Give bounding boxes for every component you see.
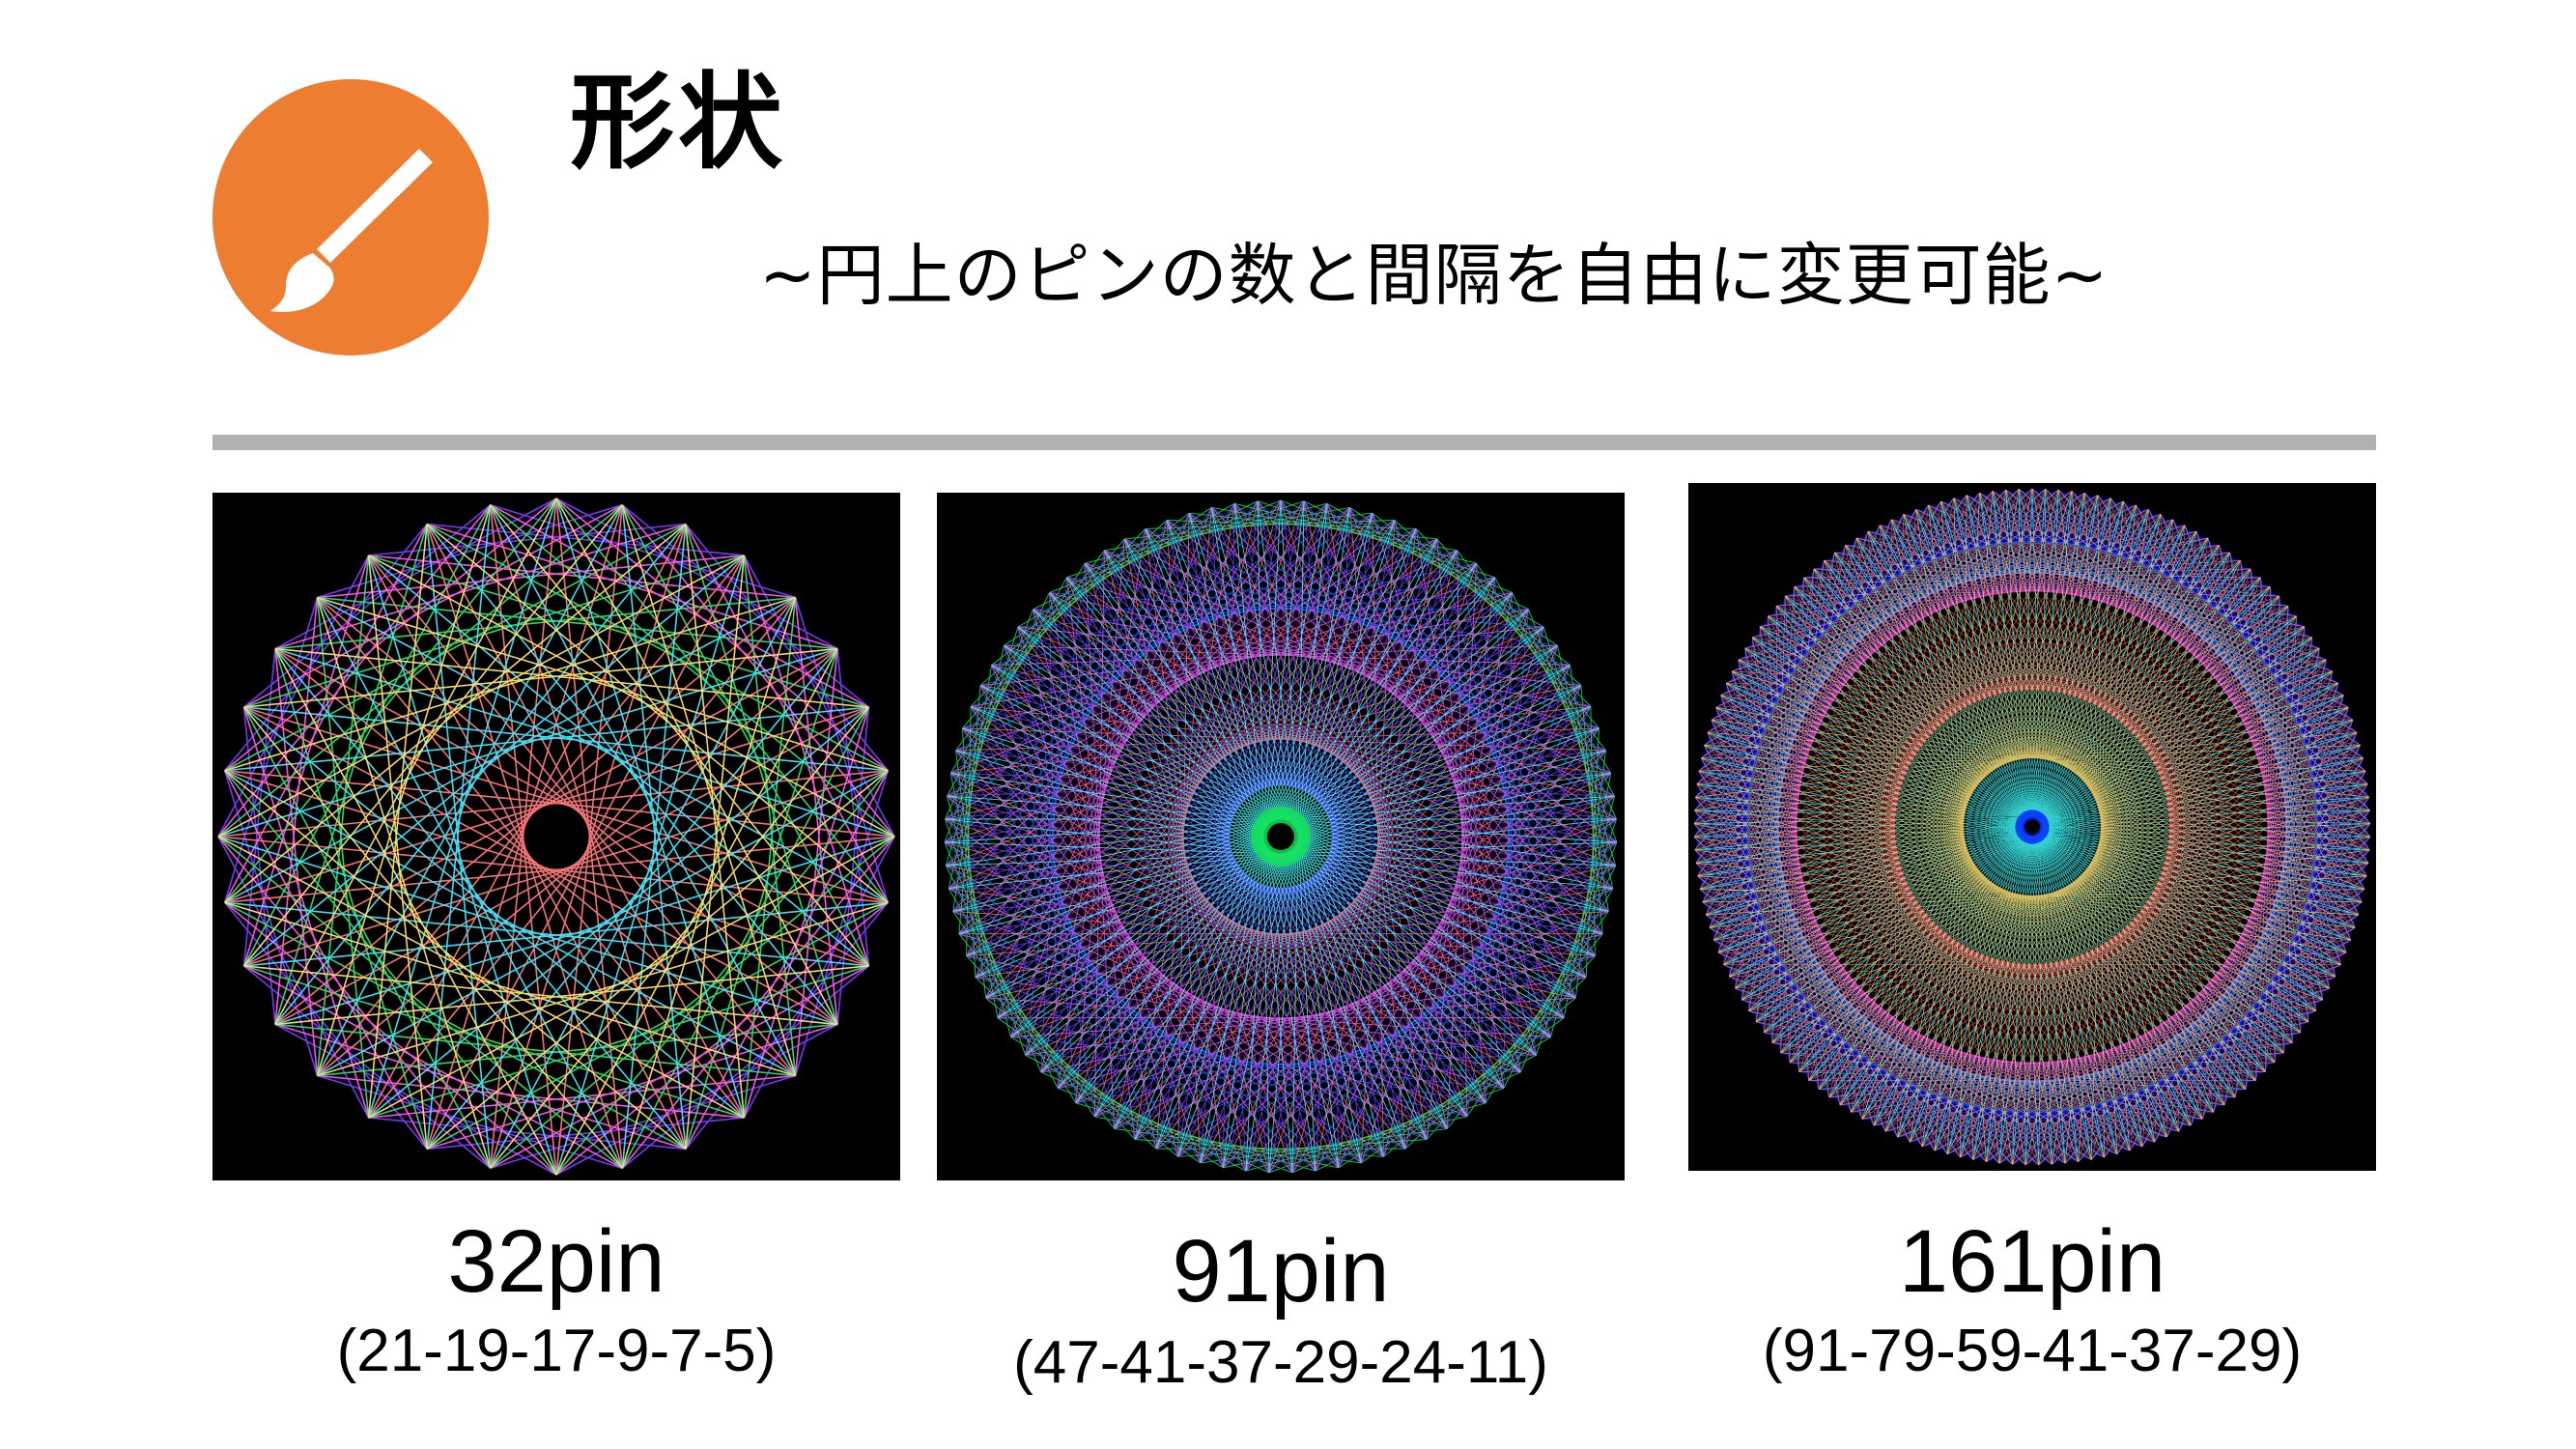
divider (212, 435, 2376, 450)
string-art-91pin (937, 493, 1625, 1180)
pin-count-label: 161pin (1898, 1212, 2166, 1311)
pin-sequence-label: (91-79-59-41-37-29) (1762, 1318, 2303, 1384)
pin-count-label: 32pin (447, 1212, 665, 1311)
page-title: 形状 (570, 63, 787, 184)
paintbrush-logo (212, 79, 489, 355)
pin-sequence-label: (47-41-37-29-24-11) (1013, 1329, 1548, 1396)
string-art-32pin (212, 493, 900, 1180)
pin-count-label: 91pin (1172, 1222, 1390, 1321)
string-art-161pin (1688, 483, 2376, 1171)
paintbrush-icon (270, 149, 433, 312)
pin-sequence-label: (21-19-17-9-7-5) (336, 1318, 777, 1384)
page-subtitle: ~円上のピンの数と間隔を自由に変更可能~ (759, 236, 2109, 315)
